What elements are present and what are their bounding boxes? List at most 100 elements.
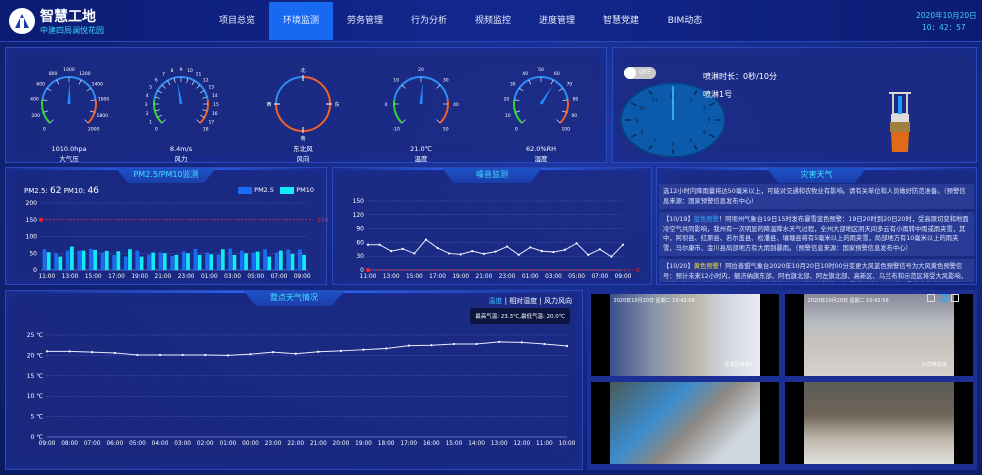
date: 2020年10月20日 (916, 11, 977, 20)
x-tick-label: 13:00 (383, 274, 400, 280)
data-point (294, 352, 297, 355)
gauge-tick-label: 10 (187, 68, 193, 74)
dial-number: 3 (707, 118, 710, 124)
bar-pm25 (216, 254, 221, 270)
nav-tab[interactable]: 智慧党建 (602, 16, 639, 26)
nav-tab[interactable]: 劳务管理 (346, 16, 383, 26)
x-tick-label: 17:00 (429, 274, 446, 280)
gauge-tick-label: 3 (145, 102, 148, 108)
bar-pm25 (135, 250, 140, 270)
bar-pm25 (100, 252, 105, 270)
camera-timestamp: 2020年10月20日 星期二 10:42:56 (613, 298, 695, 304)
x-tick-label: 15:00 (406, 274, 423, 280)
nav-tab[interactable]: 行为分析 (410, 16, 447, 26)
sprinkler-duration: 喷淋时长：0秒/10分 (703, 72, 777, 81)
bar-pm10 (46, 252, 51, 270)
bar-pm25 (158, 252, 163, 270)
bar-pm10 (151, 252, 156, 270)
gauge-tick-label: 14 (212, 93, 218, 99)
y-tick-label: 0 ℃ (31, 434, 44, 441)
camera-feed[interactable] (783, 380, 975, 466)
gauge-tick-label: 16 (212, 111, 218, 117)
gauge-value: 东北风 (293, 144, 313, 153)
gauge-tick-label: 1200 (79, 71, 91, 77)
data-point (452, 342, 456, 346)
data-point (529, 246, 532, 249)
gauge-tick-label: 800 (49, 71, 58, 77)
gauge: -10 0 10 20 30 40 50 21.0℃温度 (385, 67, 459, 163)
x-tick-label: 05:00 (568, 274, 585, 280)
bar-pm25 (123, 256, 128, 270)
camera-feed[interactable]: 2020年10月20日 星期二 10:42:56 公司停车场 (783, 292, 975, 378)
gauge-tick-label: 0 (515, 127, 518, 133)
bar-pm25 (286, 249, 291, 270)
x-tick-label: 07:00 (84, 441, 101, 447)
weather-tab[interactable]: 风力风向 (544, 297, 572, 305)
camera-feed[interactable] (589, 380, 781, 466)
gauge-tick-label: 13 (208, 85, 214, 91)
gauge-tick-label: 0 (43, 127, 46, 133)
x-tick-label: 11:00 (38, 274, 55, 280)
y-tick-label: 15 ℃ (27, 373, 44, 380)
weather-tab[interactable]: 相对湿度 (509, 297, 538, 305)
quad-view-icon[interactable] (939, 294, 947, 302)
gauge-needle (539, 85, 553, 105)
nav-tab[interactable]: 环境监测 (269, 2, 333, 40)
gauge-tick-label: 5 (149, 85, 152, 91)
gauge-tick-label: 30 (443, 77, 449, 83)
gauge-tick-label: 8 (171, 68, 174, 74)
sprinkler-toggle[interactable]: OFF (624, 67, 656, 79)
bar-pm25 (298, 249, 302, 270)
gauge-tick-label: 40 (453, 102, 459, 108)
gauge-tick-label: 12 (203, 77, 209, 83)
x-tick-label: 19:00 (131, 274, 148, 280)
temperature-line (47, 341, 568, 356)
data-point (505, 245, 509, 248)
sprinkler-name: 喷淋1号 (703, 90, 733, 99)
gauge-tick-label: 11 (196, 72, 202, 78)
gauge-tick-label: -10 (393, 127, 400, 133)
temperature-chart: 0 ℃ 5 ℃ 10 ℃ 15 ℃ 20 ℃ 25 ℃ 09:00 08:00 07:00 06:… (27, 332, 576, 447)
data-point (362, 348, 365, 351)
weather-tabs: 温度 | 相对湿度 | 风力风向 (488, 297, 572, 305)
gauge-needle (301, 89, 318, 106)
camera-image (803, 382, 955, 464)
data-point (565, 344, 569, 348)
dial-number: 2 (703, 106, 706, 112)
bar-pm25 (228, 248, 233, 270)
dial-number: 4 (703, 130, 706, 136)
warnings-title: 灾害天气 (766, 168, 867, 183)
gauge-tick-label: 10 (505, 113, 511, 119)
gauge-needle (67, 82, 71, 105)
bar-pm10 (278, 250, 283, 270)
nav-tab[interactable]: 视频监控 (474, 16, 511, 26)
x-tick-label: 17:00 (400, 441, 417, 447)
gauge-needle (419, 82, 423, 105)
gauge-tick-label: 4 (146, 93, 149, 99)
x-tick-label: 17:00 (108, 274, 125, 280)
sprinkler-panel: OFF 121234567891011 喷淋时长：0秒/10分 喷淋1号 (612, 47, 977, 163)
nav-tab[interactable]: 进度管理 (538, 16, 575, 26)
bar-pm10 (128, 249, 132, 270)
bar-pm10 (197, 254, 202, 270)
bar-pm10 (186, 253, 190, 270)
data-point (498, 340, 501, 344)
data-point (517, 253, 520, 256)
weather-tab[interactable]: 温度 (488, 297, 503, 305)
nav-tab[interactable]: 项目总览 (218, 16, 255, 26)
gauge-tick-label: 17 (208, 120, 214, 126)
data-point (436, 246, 439, 250)
nav-tab[interactable]: BIM动态 (667, 16, 703, 26)
gauge-tick-label: 0 (155, 127, 158, 133)
data-point (424, 238, 428, 241)
single-view-icon[interactable] (927, 294, 935, 302)
data-point (68, 350, 71, 353)
warnings-list[interactable]: 选12小时内降雨量将达50毫米以上，可能对交通和农牧业有影响。请有关单位和人员做… (659, 184, 974, 282)
split-view-icon[interactable] (951, 294, 959, 302)
data-point (366, 243, 370, 246)
warning-item: 【10/19】蓝色预警！阿坝州气象台19日15时发布暴雪蓝色预警：19日20时到… (659, 212, 974, 256)
warning-level-badge: 黄色预警 (693, 263, 719, 270)
camera-feed[interactable]: 2020年10月20日 星期二 10:42:56 生活区通道2 (589, 292, 781, 378)
